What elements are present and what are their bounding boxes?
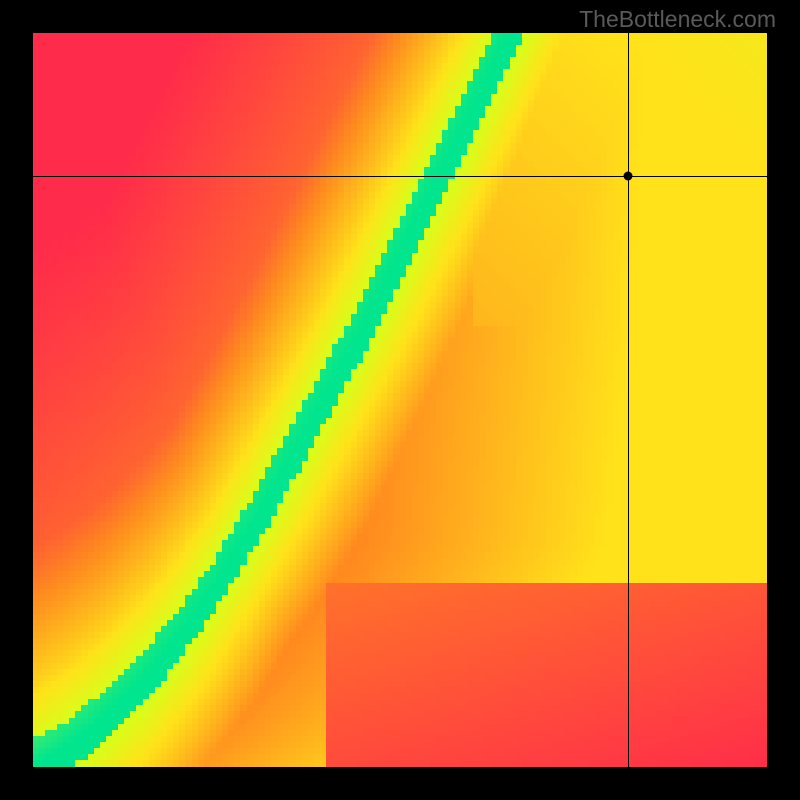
crosshair-marker [624, 172, 633, 181]
chart-container: TheBottleneck.com [0, 0, 800, 800]
crosshair-vertical [628, 33, 629, 767]
plot-area [33, 33, 767, 767]
watermark-label: TheBottleneck.com [579, 6, 776, 33]
crosshair-horizontal [33, 176, 767, 177]
heatmap-canvas [33, 33, 767, 767]
